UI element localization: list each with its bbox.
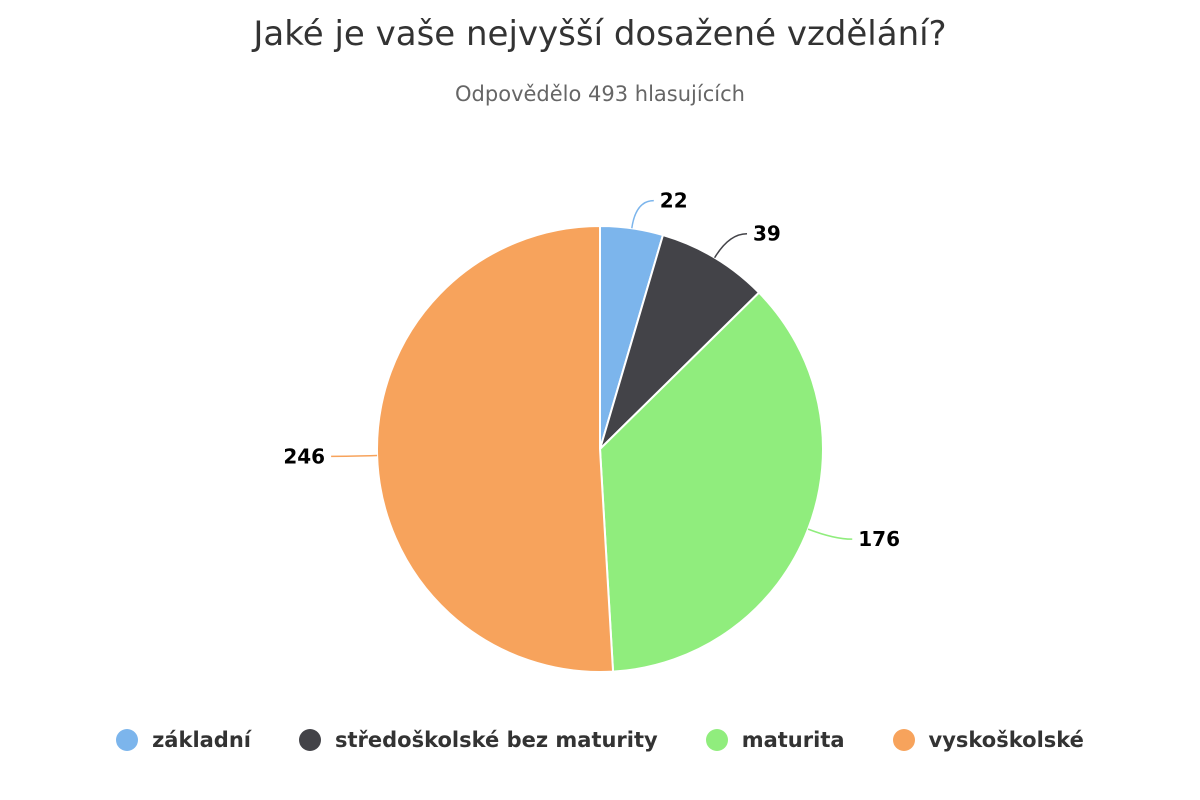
legend-label: vyskoškolské <box>928 728 1084 752</box>
data-label-stredoskolske: 39 <box>753 222 781 246</box>
legend-label: základní <box>152 728 251 752</box>
legend-marker <box>705 729 728 751</box>
pie-chart: 22 39 176 246 <box>283 189 900 673</box>
legend-item-vysokoskolske[interactable]: vyskoškolské <box>892 728 1084 752</box>
legend-label: maturita <box>741 728 845 752</box>
legend-item-maturita[interactable]: maturita <box>705 728 845 752</box>
legend-marker <box>892 729 915 751</box>
chart-legend: základní středoškolské bez maturity matu… <box>0 728 1200 752</box>
data-label-zakladni: 22 <box>660 189 688 213</box>
connector-zakladni <box>631 199 654 229</box>
legend-label: středoškolské bez maturity <box>335 728 658 752</box>
chart-title: Jaké je vaše nejvyšší dosažené vzdělání? <box>253 14 947 54</box>
chart-subtitle: Odpovědělo 493 hlasujících <box>455 82 745 106</box>
data-label-maturita: 176 <box>858 527 900 551</box>
legend-item-stredoskolske[interactable]: středoškolské bez maturity <box>299 728 658 752</box>
legend-marker <box>116 729 139 751</box>
connector-vysokoskolske <box>331 454 378 458</box>
legend-marker <box>299 729 321 751</box>
data-label-vysokoskolske: 246 <box>283 444 325 468</box>
pie-slice-vysokoskolske[interactable] <box>376 224 615 673</box>
connector-maturita <box>807 528 853 540</box>
legend-item-zakladni[interactable]: základní <box>116 728 251 752</box>
connector-stredoskolske <box>713 232 748 259</box>
